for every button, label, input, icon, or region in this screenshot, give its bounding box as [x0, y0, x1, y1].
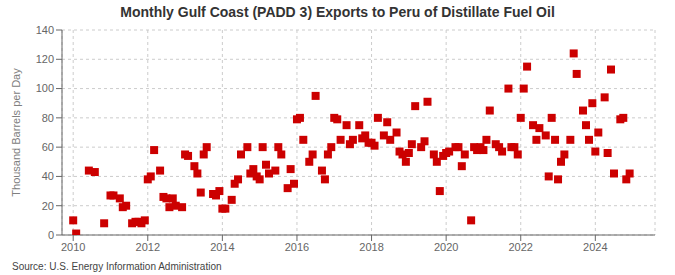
svg-text:40: 40 [42, 170, 54, 182]
svg-text:0: 0 [48, 229, 54, 241]
svg-text:120: 120 [36, 53, 54, 65]
svg-text:2020: 2020 [434, 241, 458, 253]
svg-text:2022: 2022 [508, 241, 532, 253]
svg-text:20: 20 [42, 200, 54, 212]
svg-text:2012: 2012 [136, 241, 160, 253]
svg-text:2010: 2010 [61, 241, 85, 253]
svg-text:2018: 2018 [359, 241, 383, 253]
svg-text:80: 80 [42, 112, 54, 124]
svg-text:140: 140 [36, 24, 54, 36]
svg-text:2014: 2014 [210, 241, 234, 253]
svg-text:2016: 2016 [285, 241, 309, 253]
svg-text:100: 100 [36, 82, 54, 94]
html-text:Monthly Gulf Coast (PADD 3) Ex: Monthly Gulf Coast (PADD 3) Exports to P… [120, 4, 555, 20]
svg-text:60: 60 [42, 141, 54, 153]
html-text:Source: U.S. Energy Informatio: Source: U.S. Energy Information Administ… [12, 261, 222, 272]
svg-text:Thousand Barrels per Day: Thousand Barrels per Day [10, 68, 22, 197]
svg-text:2024: 2024 [583, 241, 607, 253]
